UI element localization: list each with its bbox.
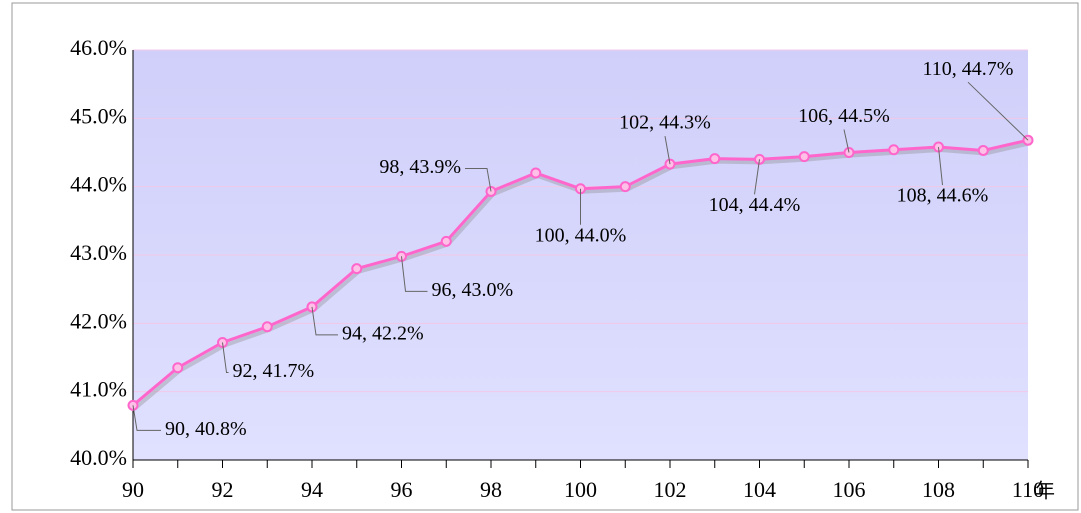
leader-line (401, 256, 428, 292)
leader-line (465, 167, 492, 192)
x-tick-label: 96 (391, 477, 413, 502)
x-tick-label: 92 (212, 477, 234, 502)
leader-line (843, 129, 850, 153)
x-tick-label: 104 (743, 477, 776, 502)
y-tick-label: 41.0% (70, 377, 127, 402)
leader-line (132, 405, 161, 431)
data-point (619, 181, 631, 193)
data-label: 90, 40.8% (165, 418, 247, 440)
x-tick-label: 94 (301, 477, 323, 502)
leader-line (311, 306, 338, 336)
data-label: 96, 43.0% (432, 279, 514, 301)
data-point (977, 144, 989, 156)
y-tick-label: 40.0% (70, 445, 127, 470)
x-tick-label: 110 (1012, 477, 1044, 502)
x-tick-label: 106 (833, 477, 866, 502)
data-point (798, 151, 810, 163)
data-point (530, 167, 542, 179)
x-tick-label: 102 (654, 477, 687, 502)
data-point (351, 263, 363, 275)
leader-line (938, 146, 943, 186)
y-tick-label: 43.0% (70, 240, 127, 265)
y-tick-label: 42.0% (70, 308, 127, 333)
y-tick-label: 44.0% (70, 172, 127, 197)
data-point (709, 153, 721, 165)
data-point (888, 144, 900, 156)
frame (11, 2, 1079, 511)
x-axis-label: 年 (1035, 479, 1055, 503)
leader-line (967, 81, 1029, 141)
data-label: 100, 44.0% (535, 224, 627, 246)
x-tick-label: 100 (564, 477, 597, 502)
data-point (440, 235, 452, 247)
y-tick-label: 45.0% (70, 103, 127, 128)
data-label: 108, 44.6% (897, 185, 989, 207)
data-label: 98, 43.9% (379, 156, 461, 178)
leader-line (754, 159, 760, 195)
data-label: 106, 44.5% (798, 105, 890, 127)
data-point (261, 321, 273, 333)
data-label: 92, 41.7% (233, 360, 315, 382)
x-tick-label: 90 (122, 477, 144, 502)
y-tick-label: 46.0% (70, 35, 127, 60)
data-label: 94, 42.2% (342, 323, 424, 345)
x-tick-label: 98 (480, 477, 502, 502)
data-label: 102, 44.3% (619, 112, 711, 134)
x-tick-label: 108 (922, 477, 955, 502)
leader-line (222, 342, 229, 373)
data-point (172, 362, 184, 374)
data-label: 104, 44.4% (709, 194, 801, 216)
data-label: 110, 44.7% (923, 58, 1014, 80)
leader-line (664, 136, 671, 165)
